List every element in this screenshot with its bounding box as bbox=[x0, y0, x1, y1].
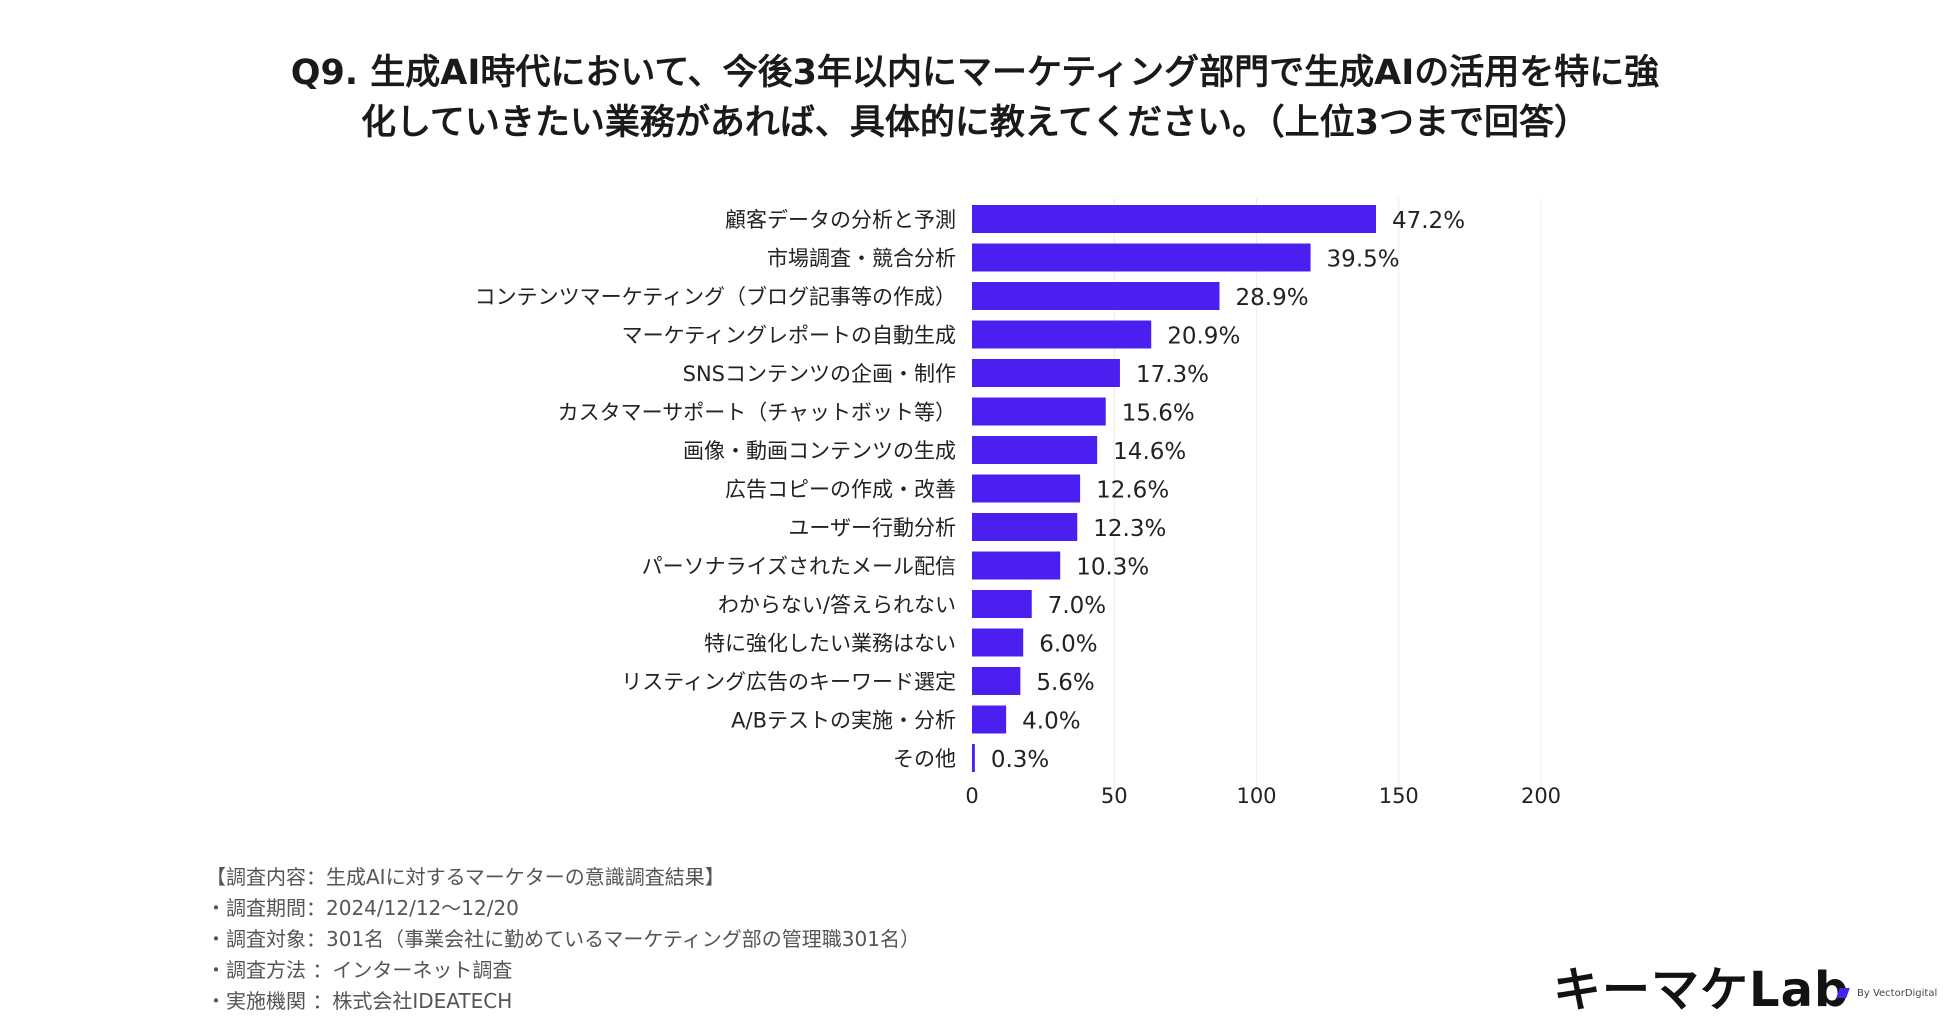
chart-title-line-2: 化していきたい業務があれば、具体的に教えてください。（上位3つまで回答） bbox=[360, 103, 1589, 143]
category-label-3: コンテンツマーケティング（ブログ記事等の作成） bbox=[475, 285, 956, 309]
bar-1 bbox=[972, 205, 1376, 233]
brand-logo-byline: By VectorDigital bbox=[1857, 988, 1938, 999]
category-label-2: 市場調査・競合分析 bbox=[767, 247, 956, 271]
x-tick-label-0: 0 bbox=[965, 784, 978, 808]
survey-info-line-2: ・調査期間：2024/12/12〜12/20 bbox=[206, 896, 519, 920]
x-tick-label-200: 200 bbox=[1521, 784, 1561, 808]
category-label-10: パーソナライズされたメール配信 bbox=[642, 555, 956, 579]
value-label-2: 39.5% bbox=[1327, 247, 1400, 273]
category-label-9: ユーザー行動分析 bbox=[788, 516, 956, 540]
survey-info: 【調査内容：生成AIに対するマーケターの意識調査結果】 ・調査期間：2024/1… bbox=[206, 862, 920, 1017]
category-label-13: リスティング広告のキーワード選定 bbox=[621, 670, 956, 694]
value-label-6: 15.6% bbox=[1122, 401, 1195, 427]
survey-info-line-5: ・実施機関 ：株式会社IDEATECH bbox=[206, 989, 513, 1013]
bars bbox=[972, 205, 1376, 772]
brand-logo-text: キーマケLab bbox=[1553, 962, 1850, 1018]
category-label-5: SNSコンテンツの企画・制作 bbox=[683, 362, 956, 386]
bar-13 bbox=[972, 667, 1021, 695]
x-axis-ticks: 0 50 100 150 200 bbox=[965, 784, 1561, 808]
survey-info-line-1: 【調査内容：生成AIに対するマーケターの意識調査結果】 bbox=[206, 865, 725, 889]
x-tick-label-50: 50 bbox=[1101, 784, 1128, 808]
category-label-1: 顧客データの分析と予測 bbox=[725, 208, 956, 232]
bar-14 bbox=[972, 705, 1007, 734]
bar-2 bbox=[972, 243, 1311, 272]
survey-info-line-3: ・調査対象：301名（事業会社に勤めているマーケティング部の管理職301名） bbox=[206, 927, 920, 951]
bar-chart: 顧客データの分析と予測市場調査・競合分析コンテンツマーケティング（ブログ記事等の… bbox=[475, 198, 1561, 808]
bar-15 bbox=[972, 744, 975, 772]
value-label-15: 0.3% bbox=[991, 747, 1049, 773]
bar-12 bbox=[972, 628, 1024, 657]
survey-info-line-4: ・調査方法 ：インターネット調査 bbox=[206, 958, 513, 982]
x-tick-label-100: 100 bbox=[1236, 784, 1276, 808]
bar-3 bbox=[972, 282, 1220, 310]
chart-title: Q9. 生成AI時代において、今後3年以内にマーケティング部門で生成AIの活用を… bbox=[230, 48, 1720, 148]
value-labels: 47.2% 39.5% 28.9% 20.9% 17.3% 15.6% 14.6% 12.6%… bbox=[991, 208, 1465, 773]
bar-10 bbox=[972, 551, 1061, 580]
brand-logo: キーマケLab By VectorDigital bbox=[1553, 958, 1937, 1018]
value-label-14: 4.0% bbox=[1022, 709, 1080, 735]
bar-8 bbox=[972, 474, 1081, 503]
value-label-5: 17.3% bbox=[1136, 362, 1209, 388]
bar-11 bbox=[972, 590, 1032, 618]
category-label-6: カスタマーサポート（チャットボット等） bbox=[558, 401, 956, 425]
category-label-11: わからない/答えられない bbox=[718, 593, 956, 617]
value-label-3: 28.9% bbox=[1236, 285, 1309, 311]
x-tick-label-150: 150 bbox=[1379, 784, 1419, 808]
category-label-7: 画像・動画コンテンツの生成 bbox=[683, 439, 956, 463]
value-label-12: 6.0% bbox=[1039, 632, 1097, 658]
value-label-11: 7.0% bbox=[1048, 593, 1106, 619]
bar-9 bbox=[972, 513, 1078, 541]
chart-title-line-1: Q9. 生成AI時代において、今後3年以内にマーケティング部門で生成AIの活用を… bbox=[290, 53, 1660, 93]
bar-6 bbox=[972, 397, 1106, 426]
category-label-12: 特に強化したい業務はない bbox=[704, 632, 956, 656]
value-label-1: 47.2% bbox=[1392, 208, 1465, 234]
bar-4 bbox=[972, 320, 1152, 349]
bar-5 bbox=[972, 359, 1120, 387]
value-label-8: 12.6% bbox=[1096, 478, 1169, 504]
category-labels: 顧客データの分析と予測市場調査・競合分析コンテンツマーケティング（ブログ記事等の… bbox=[475, 208, 956, 771]
category-label-15: その他 bbox=[893, 747, 956, 771]
category-label-14: A/Bテストの実施・分析 bbox=[731, 709, 956, 733]
bar-7 bbox=[972, 436, 1098, 464]
category-label-4: マーケティングレポートの自動生成 bbox=[622, 324, 956, 348]
value-label-10: 10.3% bbox=[1076, 555, 1149, 581]
value-label-4: 20.9% bbox=[1167, 324, 1240, 350]
category-label-8: 広告コピーの作成・改善 bbox=[725, 478, 956, 502]
value-label-7: 14.6% bbox=[1113, 439, 1186, 465]
value-label-13: 5.6% bbox=[1036, 670, 1094, 696]
value-label-9: 12.3% bbox=[1093, 516, 1166, 542]
